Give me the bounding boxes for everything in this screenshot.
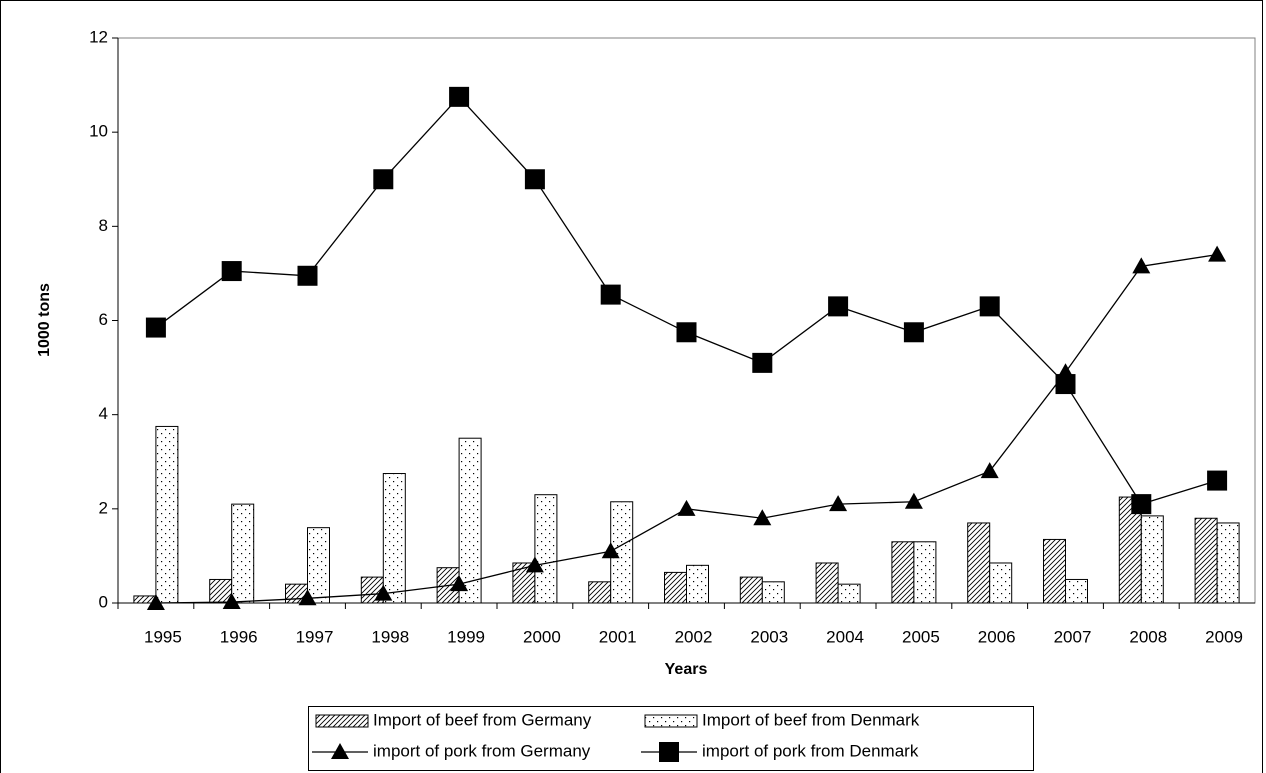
x-tick-label: 1998 bbox=[371, 627, 409, 646]
bar bbox=[1065, 578, 1088, 604]
x-tick-label: 2002 bbox=[675, 627, 713, 646]
marker bbox=[297, 265, 318, 286]
marker bbox=[903, 322, 924, 343]
x-tick-label: 2008 bbox=[1129, 627, 1167, 646]
marker bbox=[449, 86, 470, 107]
marker bbox=[676, 322, 697, 343]
marker bbox=[373, 169, 394, 190]
legend-marker bbox=[659, 742, 679, 762]
marker bbox=[298, 589, 317, 606]
bar bbox=[761, 581, 785, 604]
x-tick-label: 2009 bbox=[1205, 627, 1243, 646]
marker bbox=[980, 462, 999, 479]
x-tick-label: 1995 bbox=[144, 627, 182, 646]
bar bbox=[989, 562, 1013, 604]
marker bbox=[145, 317, 166, 338]
x-axis-label: Years bbox=[665, 661, 708, 678]
y-axis-label: 1000 tons bbox=[36, 283, 53, 357]
marker bbox=[146, 594, 165, 610]
y-tick-label: 0 bbox=[99, 592, 108, 611]
marker bbox=[221, 261, 242, 282]
bar bbox=[739, 576, 763, 604]
marker bbox=[1055, 374, 1076, 395]
marker bbox=[752, 352, 773, 373]
bar bbox=[837, 583, 861, 604]
bar bbox=[891, 541, 915, 604]
y-tick-label: 10 bbox=[89, 122, 108, 141]
marker bbox=[601, 542, 620, 559]
bar bbox=[588, 581, 612, 604]
marker bbox=[222, 593, 241, 610]
x-tick-label: 2000 bbox=[523, 627, 561, 646]
bar bbox=[307, 527, 330, 604]
marker bbox=[525, 556, 544, 573]
x-tick-label: 1999 bbox=[447, 627, 485, 646]
marker bbox=[828, 296, 849, 317]
marker bbox=[1131, 494, 1152, 515]
x-tick-label: 1996 bbox=[220, 627, 258, 646]
legend-label: import of pork from Denmark bbox=[702, 741, 919, 760]
x-tick-label: 2001 bbox=[599, 627, 637, 646]
bar bbox=[458, 437, 482, 604]
marker bbox=[524, 169, 545, 190]
x-tick-label: 2006 bbox=[978, 627, 1016, 646]
bar bbox=[231, 503, 255, 604]
marker bbox=[979, 296, 1000, 317]
legend-swatch bbox=[644, 714, 698, 728]
bar bbox=[967, 522, 991, 604]
x-tick-label: 1997 bbox=[296, 627, 334, 646]
y-tick-label: 8 bbox=[99, 216, 108, 235]
y-tick-label: 12 bbox=[89, 27, 108, 46]
marker bbox=[1207, 470, 1228, 491]
x-tick-label: 2004 bbox=[826, 627, 864, 646]
bar bbox=[155, 425, 179, 604]
bar bbox=[1140, 515, 1164, 604]
bar bbox=[1194, 517, 1218, 604]
marker bbox=[677, 499, 696, 516]
marker bbox=[1132, 257, 1151, 274]
x-tick-label: 2005 bbox=[902, 627, 940, 646]
marker bbox=[374, 584, 393, 601]
marker bbox=[600, 284, 621, 305]
marker bbox=[829, 495, 848, 512]
bar bbox=[664, 571, 687, 604]
marker bbox=[753, 509, 772, 526]
y-tick-label: 6 bbox=[99, 310, 108, 329]
legend-label: import of pork from Germany bbox=[373, 741, 591, 760]
x-tick-label: 2007 bbox=[1054, 627, 1092, 646]
bar bbox=[1043, 538, 1066, 604]
bar bbox=[534, 494, 558, 604]
bar bbox=[686, 564, 709, 604]
legend-label: Import of beef from Denmark bbox=[702, 710, 920, 729]
legend-label: Import of beef from Germany bbox=[373, 710, 592, 729]
bar bbox=[815, 562, 839, 604]
legend-swatch bbox=[315, 714, 369, 728]
y-tick-label: 4 bbox=[99, 404, 108, 423]
marker bbox=[1208, 245, 1227, 262]
legend-marker bbox=[331, 743, 349, 759]
marker bbox=[904, 492, 923, 509]
y-tick-label: 2 bbox=[99, 498, 108, 517]
bar bbox=[1216, 522, 1240, 604]
bar bbox=[913, 541, 937, 604]
x-tick-label: 2003 bbox=[750, 627, 788, 646]
marker bbox=[450, 575, 469, 592]
bar bbox=[382, 473, 406, 604]
